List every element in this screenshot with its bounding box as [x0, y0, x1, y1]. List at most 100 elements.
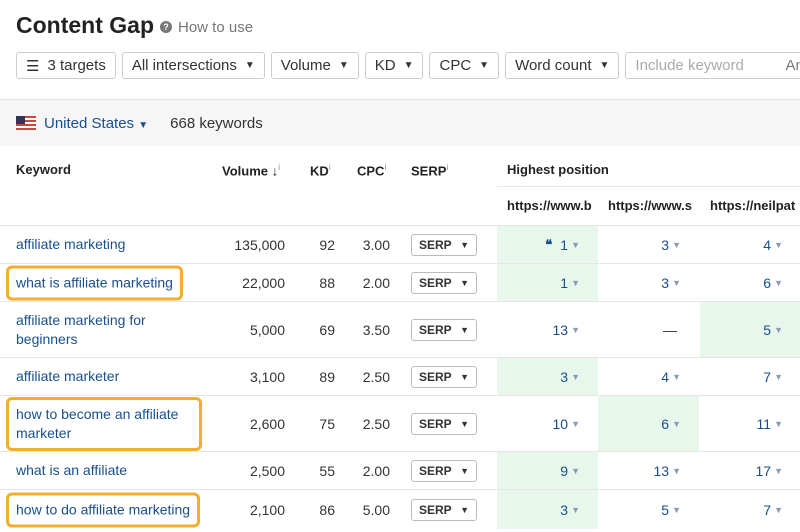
- country-dropdown[interactable]: United States ▼: [44, 115, 148, 132]
- serp-dropdown[interactable]: SERP ▼: [411, 412, 477, 435]
- kd-dropdown[interactable]: KD ▼: [364, 52, 424, 79]
- keyword-link[interactable]: how to become an affiliate marketer: [6, 396, 202, 451]
- cpc-value: 2.50: [362, 368, 390, 385]
- kd-header[interactable]: KDi: [310, 162, 331, 178]
- filter-bar: ☰ 3 targets All intersections ▼ Volume ▼ KD…: [16, 52, 800, 79]
- position-value: 17: [755, 462, 772, 479]
- position-cell[interactable]: 6 ▼: [700, 264, 800, 301]
- word-count-dropdown[interactable]: Word count ▼: [505, 52, 620, 79]
- position-value: 6: [661, 415, 670, 432]
- position-cell[interactable]: 7 ▼: [700, 490, 800, 529]
- caret-down-icon: ▼: [571, 465, 580, 476]
- kd-value: 86: [319, 501, 335, 518]
- target-header-3[interactable]: https://neilpat: [710, 198, 796, 213]
- serp-label: SERP: [419, 369, 452, 384]
- position-cell[interactable]: 3 ▼: [497, 490, 598, 529]
- info-icon: i: [446, 162, 449, 172]
- position-cell[interactable]: 13 ▼: [497, 302, 598, 357]
- target-header-1[interactable]: https://www.b: [507, 198, 592, 213]
- position-cell[interactable]: 10 ▼: [497, 396, 598, 451]
- serp-dropdown[interactable]: SERP ▼: [411, 459, 477, 482]
- include-mode-label: Any: [785, 57, 800, 74]
- volume-value: 22,000: [242, 274, 285, 291]
- caret-down-icon: ▼: [672, 277, 681, 288]
- highest-position-header: Highest position: [507, 162, 609, 177]
- us-flag-icon: [16, 116, 36, 130]
- serp-dropdown[interactable]: SERP ▼: [411, 498, 477, 521]
- keyword-link[interactable]: how to do affiliate marketing: [5, 492, 201, 527]
- position-cell[interactable]: 3 ▼: [497, 358, 598, 395]
- caret-down-icon: ▼: [774, 277, 783, 288]
- serp-dropdown[interactable]: SERP ▼: [411, 271, 477, 294]
- serp-label: SERP: [419, 275, 452, 290]
- position-value: 3: [560, 368, 569, 385]
- volume-dropdown[interactable]: Volume ▼: [270, 52, 359, 79]
- kd-value: 55: [319, 462, 335, 479]
- position-cell[interactable]: 4 ▼: [598, 358, 699, 395]
- keyword-header[interactable]: Keyword: [16, 162, 71, 177]
- position-cell[interactable]: 6 ▼: [598, 396, 699, 451]
- position-cell[interactable]: 4 ▼: [700, 226, 800, 263]
- info-icon: i: [384, 162, 387, 172]
- position-value: 13: [653, 462, 670, 479]
- keyword-link[interactable]: affiliate marketer: [16, 368, 120, 384]
- caret-down-icon: ▼: [672, 465, 681, 476]
- position-value: 9: [560, 462, 569, 479]
- intersections-dropdown[interactable]: All intersections ▼: [121, 52, 265, 79]
- position-cell[interactable]: 5 ▼: [598, 490, 699, 529]
- sort-arrow-icon: ↓: [271, 163, 279, 179]
- keyword-link[interactable]: what is an affiliate: [16, 462, 128, 478]
- kd-label: KD: [374, 57, 396, 74]
- volume-value: 2,100: [249, 501, 285, 518]
- intersections-label: All intersections: [131, 57, 237, 74]
- kd-value: 92: [319, 236, 335, 253]
- caret-down-icon: ▼: [571, 239, 580, 250]
- include-mode-dropdown[interactable]: Any ▼: [785, 57, 800, 74]
- caret-down-icon: ▼: [338, 60, 349, 71]
- info-icon: i: [278, 162, 281, 172]
- table-row: what is affiliate marketing 22,000 88 2.…: [0, 263, 800, 301]
- volume-value: 3,100: [249, 368, 285, 385]
- cpc-dropdown[interactable]: CPC ▼: [429, 52, 500, 79]
- featured-snippet-icon: ❝: [545, 236, 553, 252]
- caret-down-icon: ▼: [672, 371, 681, 382]
- position-cell[interactable]: 13 ▼: [598, 452, 699, 489]
- position-value: 3: [560, 501, 569, 518]
- cpc-header[interactable]: CPCi: [357, 162, 386, 178]
- kd-value: 69: [319, 321, 335, 338]
- position-cell[interactable]: 17 ▼: [700, 452, 800, 489]
- how-to-use-link[interactable]: How to use: [178, 19, 254, 36]
- keyword-link[interactable]: affiliate marketing for beginners: [16, 311, 146, 347]
- position-cell[interactable]: 1 ▼: [497, 264, 598, 301]
- keyword-link[interactable]: affiliate marketing: [16, 236, 126, 252]
- question-circle-icon[interactable]: ?: [160, 21, 172, 33]
- position-cell[interactable]: 3 ▼: [598, 226, 699, 263]
- position-cell[interactable]: ❝ 1 ▼: [497, 226, 598, 263]
- targets-label: 3 targets: [47, 57, 106, 74]
- word-count-label: Word count: [515, 57, 592, 74]
- keyword-link[interactable]: what is affiliate marketing: [6, 265, 183, 300]
- include-keyword-input[interactable]: Include keyword Any ▼: [625, 52, 800, 79]
- volume-label: Volume: [280, 57, 331, 74]
- serp-dropdown[interactable]: SERP ▼: [411, 233, 477, 256]
- country-label: United States: [44, 114, 135, 132]
- caret-down-icon: ▼: [403, 60, 414, 71]
- volume-header[interactable]: Volume ↓i: [222, 162, 280, 178]
- serp-label: SERP: [419, 502, 452, 517]
- position-value: 1: [560, 274, 569, 291]
- caret-down-icon: ▼: [774, 324, 783, 335]
- target-header-2[interactable]: https://www.s: [608, 198, 693, 213]
- serp-dropdown[interactable]: SERP ▼: [411, 365, 477, 388]
- serp-dropdown[interactable]: SERP ▼: [411, 318, 477, 341]
- caret-down-icon: ▼: [460, 324, 469, 335]
- position-cell[interactable]: 3 ▼: [598, 264, 699, 301]
- position-cell[interactable]: 9 ▼: [497, 452, 598, 489]
- targets-button[interactable]: ☰ 3 targets: [16, 52, 116, 79]
- caret-down-icon: ▼: [672, 418, 681, 429]
- position-cell[interactable]: 7 ▼: [700, 358, 800, 395]
- caret-down-icon: ▼: [138, 119, 149, 131]
- position-cell[interactable]: 11 ▼: [700, 396, 800, 451]
- position-cell[interactable]: 5 ▼: [700, 302, 800, 357]
- serp-header: SERPi: [411, 162, 448, 178]
- cpc-header-label: CPC: [357, 163, 385, 179]
